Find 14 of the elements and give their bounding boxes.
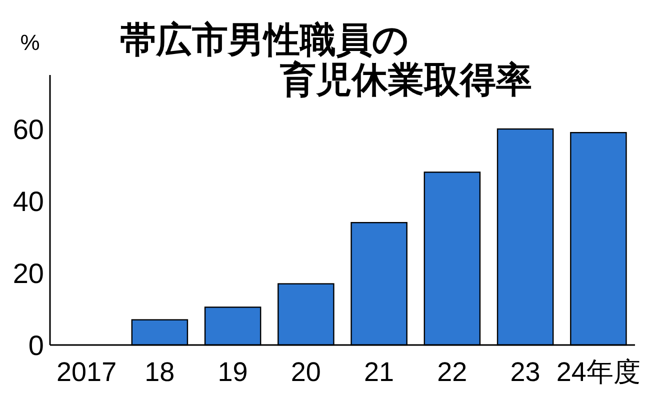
x-tick-label: 23 <box>510 357 540 387</box>
y-tick-label: 0 <box>28 330 44 361</box>
y-axis-title: % <box>20 30 40 55</box>
chart-title: 帯広市男性職員の育児休業取得率 <box>120 19 532 100</box>
y-tick-label: 20 <box>12 258 44 289</box>
x-tick-label: 20 <box>290 357 321 387</box>
x-tick-label: 22 <box>437 357 468 387</box>
x-tick-label: 2017 <box>56 357 117 387</box>
x-tick-label: 21 <box>364 357 394 387</box>
y-tick-label: 60 <box>12 114 44 145</box>
x-tick-label: 19 <box>218 357 248 387</box>
y-tick-label: 40 <box>12 186 44 217</box>
x-tick-label: 18 <box>144 357 175 387</box>
x-tick-label: 24年度 <box>556 357 640 387</box>
